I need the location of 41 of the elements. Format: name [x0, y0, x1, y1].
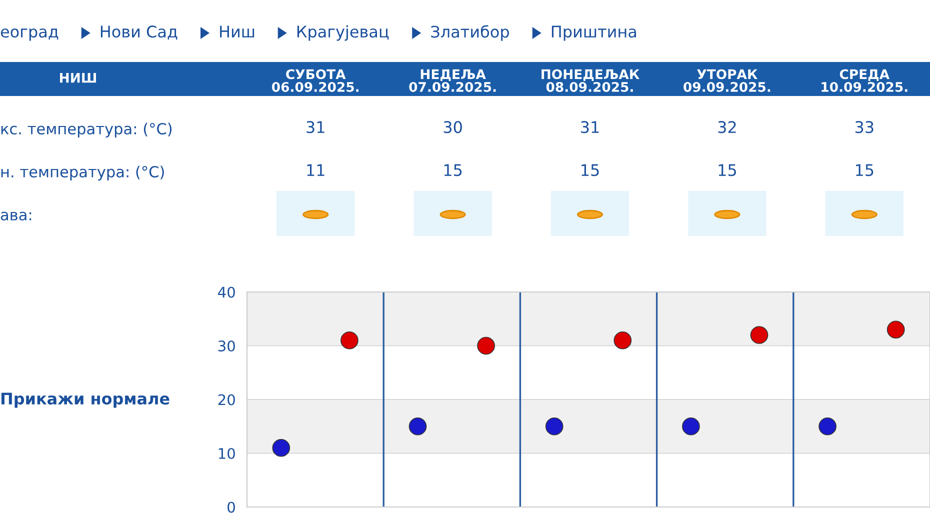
x-tick-label: ПОНЕДЕЉАК 08.09.2025.	[542, 69, 640, 92]
data-label: 31	[306, 121, 324, 134]
y-tick-label: 20	[218, 394, 235, 406]
point	[886, 320, 905, 339]
x-tick-label: СРЕДА 10.09.2025.	[822, 69, 908, 92]
point	[340, 331, 358, 350]
point	[408, 417, 427, 436]
point	[682, 417, 700, 436]
point	[614, 331, 632, 350]
x-tick-label: СУБОТА 06.09.2025.	[272, 69, 358, 92]
data-label: 15	[856, 164, 874, 176]
point	[750, 326, 768, 344]
y-tick-label: 30	[218, 340, 235, 352]
text: еоград	[0, 28, 58, 41]
data-label: 11	[307, 164, 324, 176]
point	[477, 336, 495, 355]
text: Нови Сад	[100, 26, 178, 40]
y-tick-label: н. температура: (°C)	[1, 166, 164, 180]
text: Прикажи нормале	[1, 392, 170, 408]
data-label: 30	[444, 121, 462, 134]
data-label: 15	[444, 164, 462, 176]
text: Златибор	[431, 25, 509, 41]
text: Крагујевац	[297, 25, 389, 41]
data-label: 15	[582, 164, 599, 176]
point	[545, 417, 564, 436]
text: Ниш	[220, 26, 254, 38]
text: Приштина	[552, 26, 636, 41]
data-label: 33	[855, 121, 874, 134]
y-tick-label: ава:	[0, 212, 32, 221]
point	[272, 438, 290, 457]
x-tick-label: УТОРАК 09.09.2025.	[684, 69, 770, 92]
text: НИШ	[60, 73, 96, 83]
point	[818, 417, 836, 436]
y-tick-label: 10	[218, 448, 235, 459]
y-tick-label: кс. температура: (°C)	[1, 122, 172, 138]
data-label: 32	[718, 121, 736, 134]
data-label: 31	[581, 121, 599, 134]
y-tick-label: 40	[218, 286, 235, 298]
data-label: 15	[718, 164, 736, 176]
y-tick-label: 0	[228, 502, 235, 513]
x-tick-label: НЕДЕЉА 07.09.2025.	[409, 69, 496, 92]
